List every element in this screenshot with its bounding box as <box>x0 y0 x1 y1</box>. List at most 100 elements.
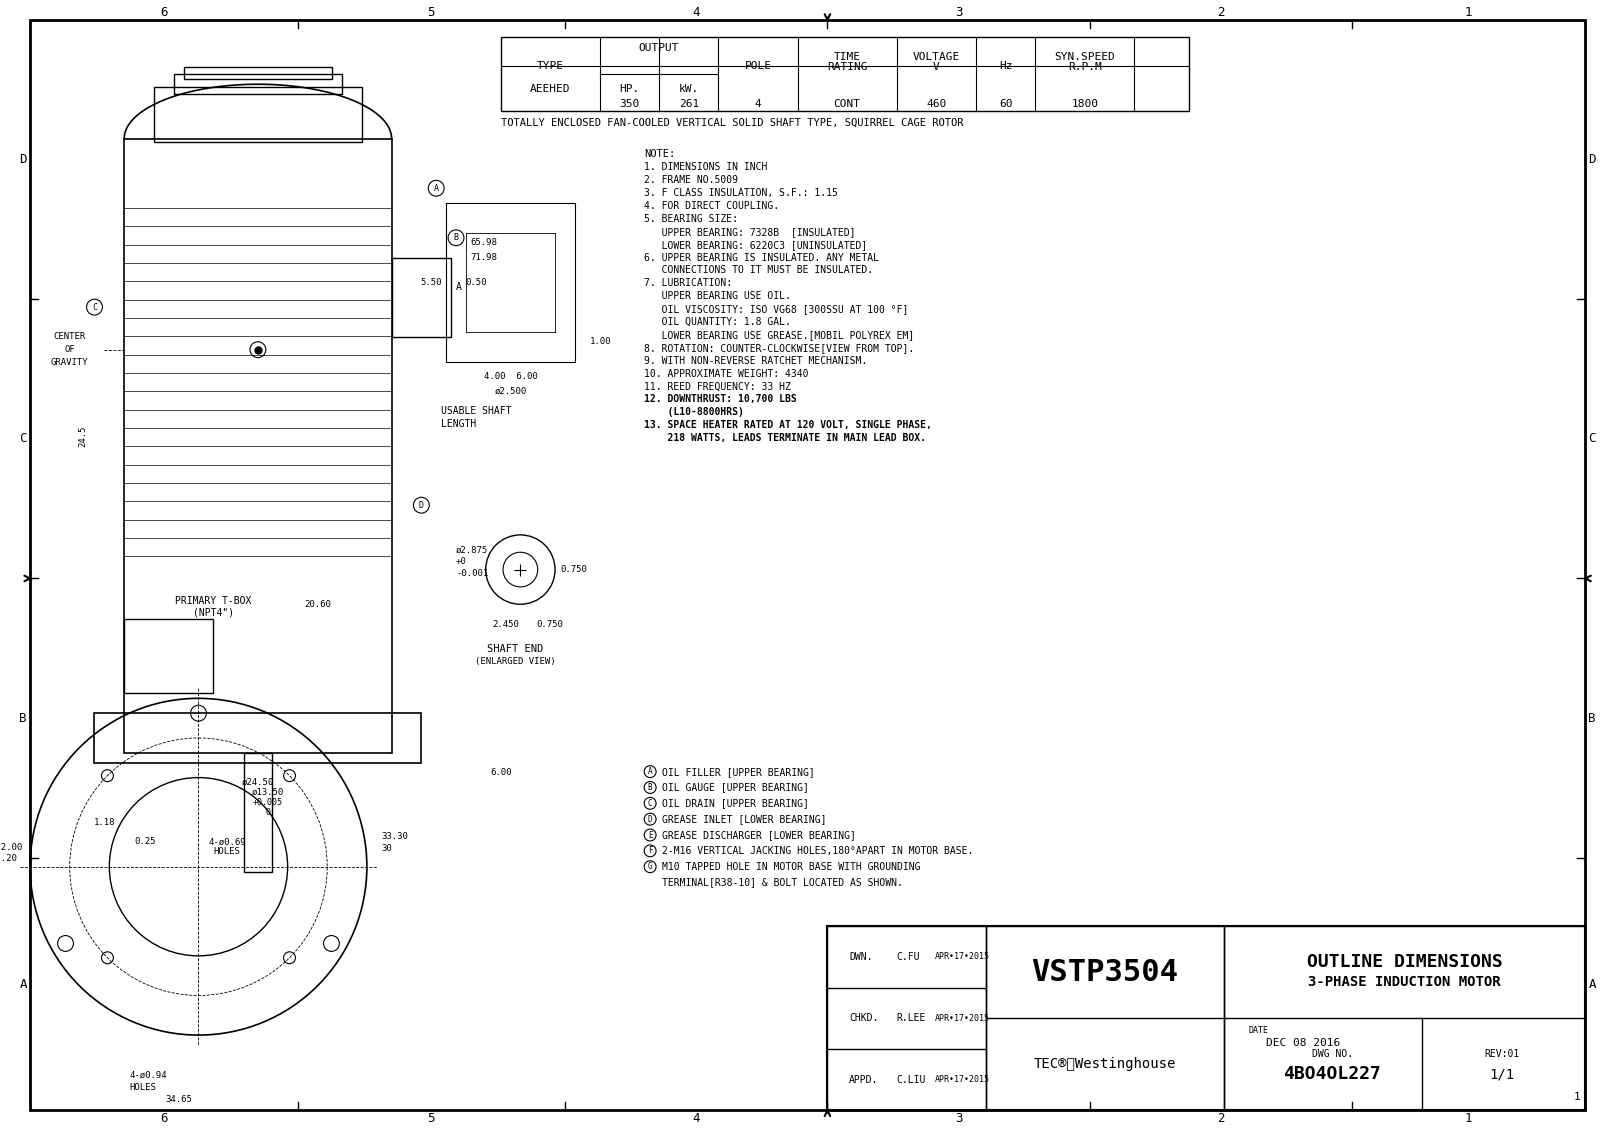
Text: 4-ø0.69: 4-ø0.69 <box>208 837 246 846</box>
Text: C.FU: C.FU <box>896 952 920 961</box>
Bar <box>94 714 421 762</box>
Bar <box>125 139 392 753</box>
Text: C: C <box>648 798 653 808</box>
Text: 218 WATTS, LEADS TERMINATE IN MAIN LEAD BOX.: 218 WATTS, LEADS TERMINATE IN MAIN LEAD … <box>645 433 926 443</box>
Text: HOLES: HOLES <box>130 1083 157 1093</box>
Text: 0.750: 0.750 <box>560 566 587 575</box>
Text: 3-PHASE INDUCTION MOTOR: 3-PHASE INDUCTION MOTOR <box>1309 975 1501 990</box>
Text: 23.20: 23.20 <box>0 854 18 863</box>
Text: C: C <box>19 432 27 446</box>
Text: GREASE DISCHARGER [LOWER BEARING]: GREASE DISCHARGER [LOWER BEARING] <box>662 830 856 840</box>
Text: 4: 4 <box>693 1112 699 1125</box>
Text: Hz: Hz <box>998 61 1013 71</box>
Text: 60: 60 <box>998 98 1013 109</box>
Text: D: D <box>648 814 653 823</box>
Text: 20.60: 20.60 <box>304 599 331 608</box>
Bar <box>125 619 213 693</box>
Text: AEEHED: AEEHED <box>530 84 570 94</box>
Text: RATING: RATING <box>827 62 867 72</box>
Text: 6: 6 <box>160 1112 168 1125</box>
Text: 350: 350 <box>619 98 640 109</box>
Bar <box>245 753 272 872</box>
Text: +0.005: +0.005 <box>253 797 283 806</box>
Text: (ENLARGED VIEW): (ENLARGED VIEW) <box>475 657 555 666</box>
Bar <box>184 68 333 79</box>
Text: DWG NO.: DWG NO. <box>1312 1050 1352 1060</box>
Text: 6: 6 <box>160 7 168 19</box>
Text: R.P.M: R.P.M <box>1069 62 1102 72</box>
Text: DEC 08 2016: DEC 08 2016 <box>1266 1038 1339 1048</box>
Text: ø24.50: ø24.50 <box>242 778 274 787</box>
Text: 1. DIMENSIONS IN INCH: 1. DIMENSIONS IN INCH <box>645 163 768 173</box>
Bar <box>1224 926 1586 1111</box>
Bar <box>501 36 1189 111</box>
Text: B: B <box>648 783 653 792</box>
Text: F: F <box>648 846 653 855</box>
Text: HOLES: HOLES <box>213 847 240 856</box>
Bar <box>986 926 1224 1111</box>
Text: 6. UPPER BEARING IS INSULATED. ANY METAL: 6. UPPER BEARING IS INSULATED. ANY METAL <box>645 252 878 262</box>
Text: 71.98: 71.98 <box>470 253 498 262</box>
Text: APR•17•2015: APR•17•2015 <box>934 952 989 961</box>
Text: UPPER BEARING: 7328B  [INSULATED]: UPPER BEARING: 7328B [INSULATED] <box>645 227 856 236</box>
Text: OUTPUT: OUTPUT <box>638 43 680 53</box>
Text: B: B <box>19 711 27 725</box>
Text: 1: 1 <box>1466 1112 1472 1125</box>
Text: kW.: kW. <box>678 84 699 94</box>
Text: 11. REED FREQUENCY: 33 HZ: 11. REED FREQUENCY: 33 HZ <box>645 381 790 391</box>
Text: 13. SPACE HEATER RATED AT 120 VOLT, SINGLE PHASE,: 13. SPACE HEATER RATED AT 120 VOLT, SING… <box>645 420 933 430</box>
Text: 9. WITH NON-REVERSE RATCHET MECHANISM.: 9. WITH NON-REVERSE RATCHET MECHANISM. <box>645 355 867 365</box>
Text: 12. DOWNTHRUST: 10,700 LBS: 12. DOWNTHRUST: 10,700 LBS <box>645 395 797 404</box>
Text: C: C <box>91 303 98 312</box>
Bar <box>827 926 986 1111</box>
Text: 30: 30 <box>382 845 392 854</box>
Text: -0.001: -0.001 <box>456 569 488 578</box>
Text: 261: 261 <box>678 98 699 109</box>
Text: NOTE:: NOTE: <box>645 148 675 158</box>
Text: 1: 1 <box>1573 1093 1581 1103</box>
Text: M10 TAPPED HOLE IN MOTOR BASE WITH GROUNDING: M10 TAPPED HOLE IN MOTOR BASE WITH GROUN… <box>662 862 920 872</box>
Text: 0.50: 0.50 <box>466 278 486 287</box>
Text: ø2.875: ø2.875 <box>456 545 488 554</box>
Text: TERMINAL[R38-10] & BOLT LOCATED AS SHOWN.: TERMINAL[R38-10] & BOLT LOCATED AS SHOWN… <box>662 878 902 888</box>
Text: SYN.SPEED: SYN.SPEED <box>1054 52 1115 62</box>
Text: CENTER: CENTER <box>54 333 86 342</box>
Text: CONT: CONT <box>834 98 861 109</box>
Text: 0.25: 0.25 <box>134 837 155 846</box>
Text: 2: 2 <box>1218 7 1226 19</box>
Text: 2. FRAME NO.5009: 2. FRAME NO.5009 <box>645 175 738 185</box>
Text: GRAVITY: GRAVITY <box>51 359 88 368</box>
Text: SHAFT END: SHAFT END <box>488 644 544 654</box>
Text: OIL VISCOSITY: ISO VG68 [300SSU AT 100 °F]: OIL VISCOSITY: ISO VG68 [300SSU AT 100 °… <box>645 304 909 314</box>
Text: HP.: HP. <box>619 84 640 94</box>
Text: 65.98: 65.98 <box>470 239 498 248</box>
Text: DATE: DATE <box>1248 1026 1269 1035</box>
Text: 5. BEARING SIZE:: 5. BEARING SIZE: <box>645 214 738 224</box>
Text: 3: 3 <box>955 7 963 19</box>
Text: +0: +0 <box>456 558 467 567</box>
Text: OF: OF <box>64 345 75 354</box>
Text: (L10-8800HRS): (L10-8800HRS) <box>645 407 744 417</box>
Bar <box>392 258 451 337</box>
Text: TYPE: TYPE <box>536 61 563 71</box>
Text: 4. FOR DIRECT COUPLING.: 4. FOR DIRECT COUPLING. <box>645 201 779 211</box>
Text: 5: 5 <box>427 1112 435 1125</box>
Text: A: A <box>19 977 27 991</box>
Text: OIL QUANTITY: 1.8 GAL.: OIL QUANTITY: 1.8 GAL. <box>645 317 790 327</box>
Text: A: A <box>434 183 438 192</box>
Text: CHKD.: CHKD. <box>850 1013 878 1024</box>
Text: 0.750: 0.750 <box>536 620 563 629</box>
Text: DWN.: DWN. <box>850 952 872 961</box>
Text: B: B <box>1589 711 1595 725</box>
Text: A: A <box>456 283 462 292</box>
Text: 6.00: 6.00 <box>491 768 512 777</box>
Text: 1800: 1800 <box>1072 98 1099 109</box>
Text: PRIMARY T-BOX: PRIMARY T-BOX <box>174 596 251 606</box>
Text: 10. APPROXIMATE WEIGHT: 4340: 10. APPROXIMATE WEIGHT: 4340 <box>645 369 808 379</box>
Text: TOTALLY ENCLOSED FAN-COOLED VERTICAL SOLID SHAFT TYPE, SQUIRREL CAGE ROTOR: TOTALLY ENCLOSED FAN-COOLED VERTICAL SOL… <box>501 118 963 128</box>
Text: D: D <box>19 153 27 166</box>
Text: A: A <box>648 767 653 776</box>
Text: 2.450: 2.450 <box>493 620 518 629</box>
Text: 460: 460 <box>926 98 947 109</box>
Text: 1.18: 1.18 <box>94 818 115 827</box>
